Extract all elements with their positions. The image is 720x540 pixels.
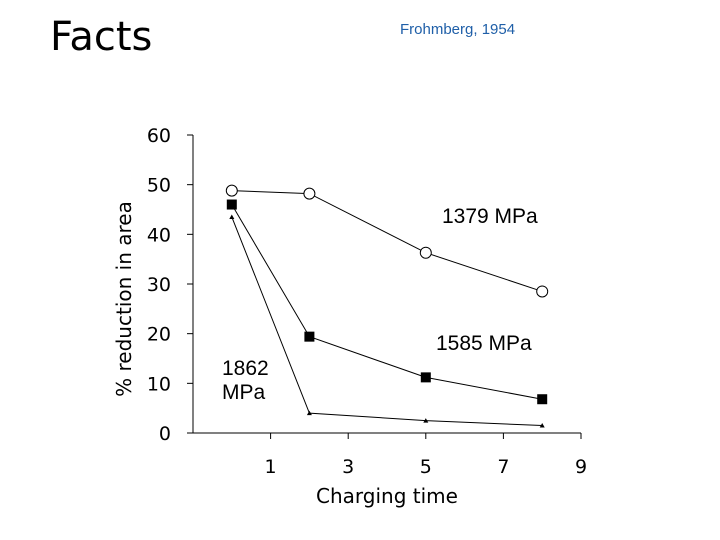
data-point <box>419 246 432 259</box>
data-point <box>539 423 545 428</box>
y-tick-label: 0 <box>159 423 171 445</box>
y-tick-label: 30 <box>147 274 171 296</box>
series-layer <box>225 184 549 428</box>
series-label-line: 1379 MPa <box>442 205 538 228</box>
x-tick-label: 3 <box>342 456 354 478</box>
x-tick-label: 5 <box>420 456 432 478</box>
series-line-0 <box>231 190 543 292</box>
data-point <box>226 199 237 210</box>
x-tick-label: 7 <box>497 456 509 478</box>
data-point <box>423 418 429 423</box>
series-label-2: 1862 MPa <box>222 357 269 404</box>
x-axis-title: Charging time <box>316 484 458 508</box>
x-tick-label: 9 <box>575 456 587 478</box>
data-point <box>306 410 312 416</box>
x-tick-label: 1 <box>265 456 277 478</box>
y-tick-label: 60 <box>147 125 171 147</box>
citation: Frohmberg, 1954 <box>400 21 516 38</box>
series-labels: 1379 MPa 1585 MPa 1862 MPa <box>222 205 538 404</box>
y-axis-title: % reduction in area <box>112 201 136 397</box>
data-point <box>303 187 316 200</box>
axes: 0 10 20 30 40 50 60 1 3 5 7 9 Charging time % reducti… <box>112 125 587 508</box>
series-line-2 <box>231 216 543 427</box>
y-tick-label: 50 <box>147 175 171 197</box>
series-label-0: 1379 MPa <box>442 205 538 228</box>
data-point <box>420 372 431 383</box>
y-tick-label: 40 <box>147 224 171 246</box>
data-point <box>225 184 238 197</box>
y-tick-label: 20 <box>147 324 171 346</box>
y-tick-label: 10 <box>147 373 171 395</box>
series-label-line: MPa <box>222 381 266 404</box>
data-point <box>229 214 235 219</box>
slide-title: Facts <box>50 14 153 60</box>
series-line-1 <box>231 204 543 400</box>
data-point <box>536 285 549 298</box>
series-label-line: 1862 <box>222 357 269 380</box>
series-label-1: 1585 MPa <box>436 332 532 355</box>
data-point <box>537 394 548 405</box>
series-label-line: 1585 MPa <box>436 332 532 355</box>
data-point <box>304 331 315 342</box>
